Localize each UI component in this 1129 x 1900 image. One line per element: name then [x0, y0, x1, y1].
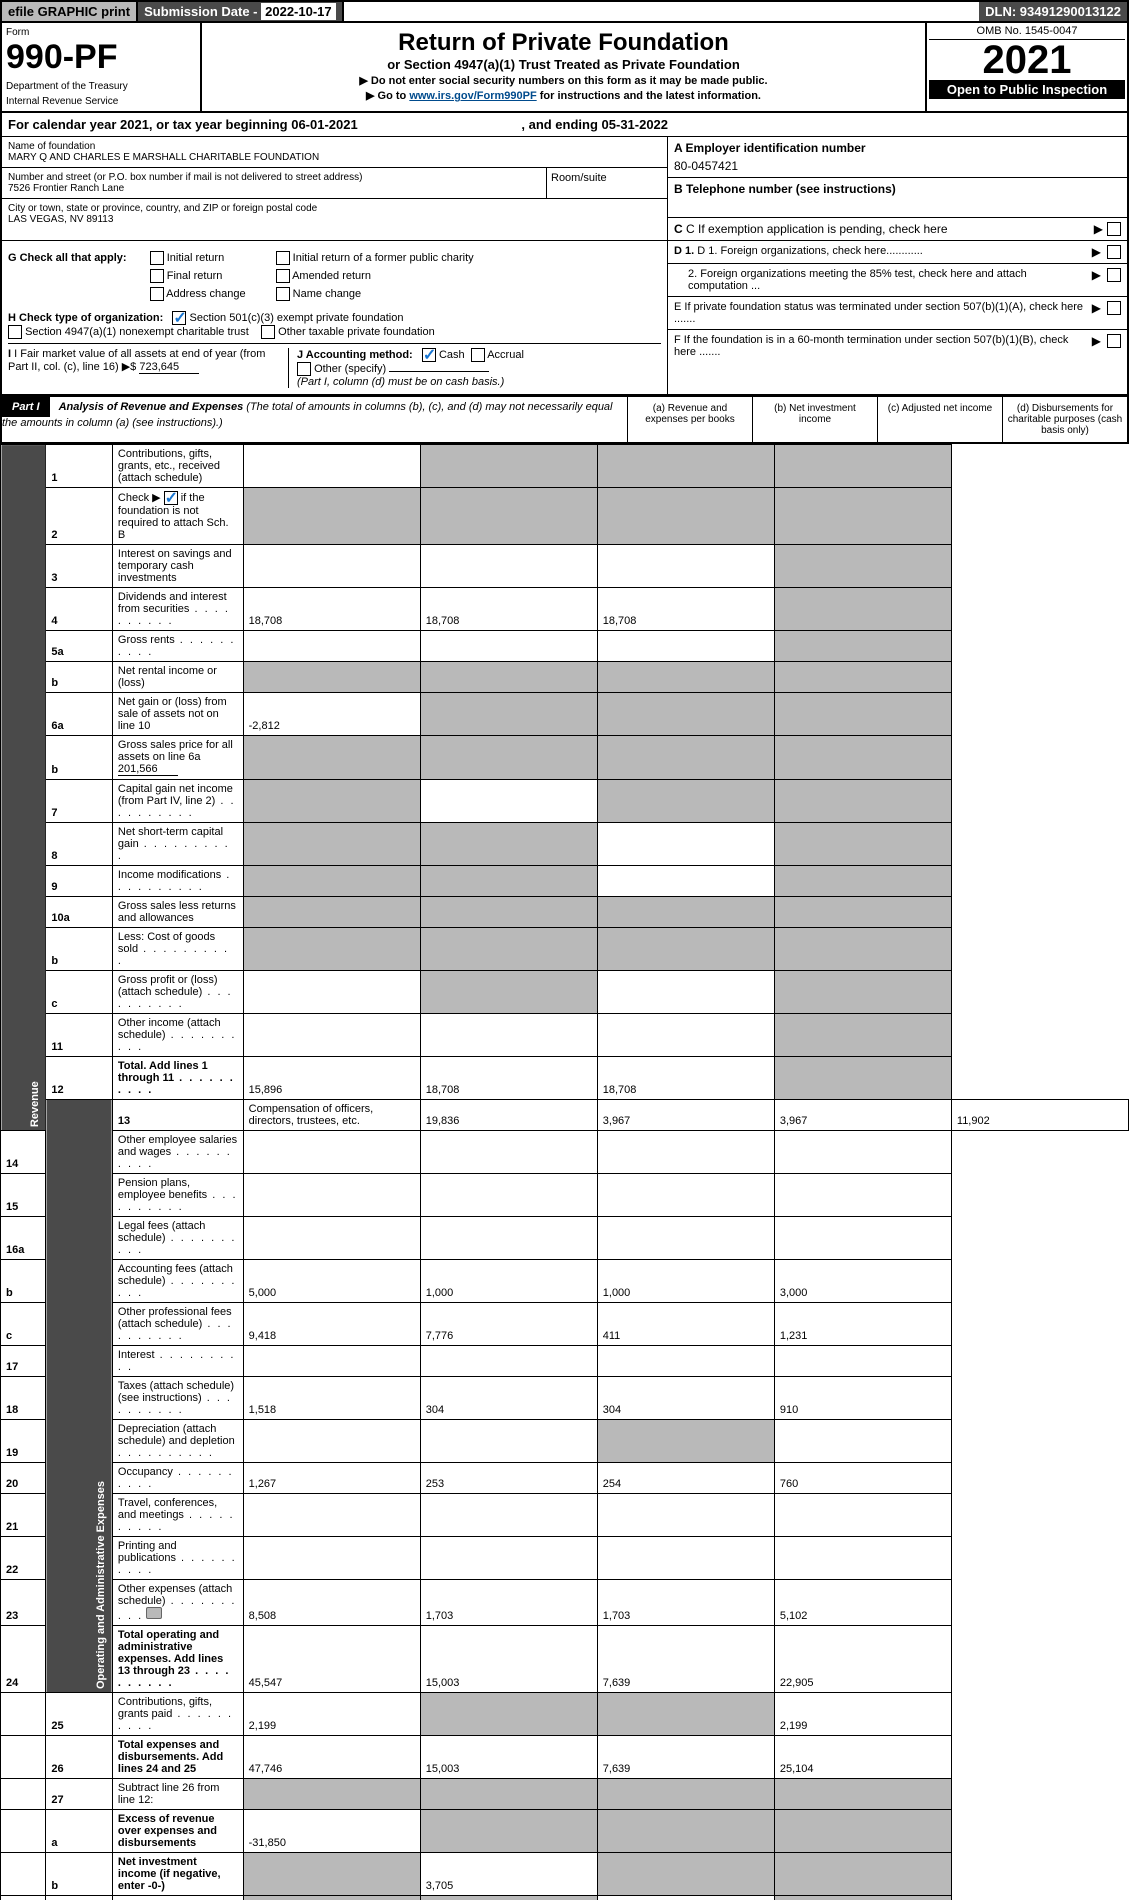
tax-year: 2021	[929, 40, 1125, 80]
section-d1: D 1. D 1. Foreign organizations, check h…	[674, 245, 1086, 257]
irs-link[interactable]: www.irs.gov/Form990PF	[409, 90, 536, 102]
name-label: Name of foundation	[8, 141, 661, 152]
checkbox-f[interactable]	[1107, 334, 1121, 348]
checkbox-d1[interactable]	[1107, 245, 1121, 259]
checkbox-cash[interactable]	[422, 348, 436, 362]
dln: DLN: 93491290013122	[979, 2, 1127, 21]
telephone-label: B Telephone number (see instructions)	[674, 182, 896, 196]
col-d-header: (d) Disbursements for charitable purpose…	[1002, 397, 1127, 442]
city-label: City or town, state or province, country…	[8, 203, 661, 214]
fmv-value: 723,645	[139, 361, 199, 374]
dept-irs: Internal Revenue Service	[6, 96, 196, 107]
instruction-1: ▶ Do not enter social security numbers o…	[208, 74, 919, 87]
section-i-label: I Fair market value of all assets at end…	[8, 348, 265, 373]
checkbox-d2[interactable]	[1107, 268, 1121, 282]
checkbox-c[interactable]	[1107, 222, 1121, 236]
dept-treasury: Department of the Treasury	[6, 81, 196, 92]
checkbox-other-method[interactable]	[297, 362, 311, 376]
checkbox-address-change[interactable]	[150, 287, 164, 301]
city-state-zip: LAS VEGAS, NV 89113	[8, 214, 661, 225]
top-bar: efile GRAPHIC print Submission Date - 20…	[0, 0, 1129, 23]
checkbox-initial-return[interactable]	[150, 251, 164, 265]
form-label: Form	[6, 27, 196, 38]
checkbox-amended-return[interactable]	[276, 269, 290, 283]
section-c: C C If exemption application is pending,…	[674, 222, 1090, 236]
checkbox-final-return[interactable]	[150, 269, 164, 283]
revenue-side-label: Revenue	[1, 445, 46, 1131]
part1-header: Part I Analysis of Revenue and Expenses …	[0, 395, 1129, 444]
instruction-2: ▶ Go to www.irs.gov/Form990PF for instru…	[208, 89, 919, 102]
form-header: Form 990-PF Department of the Treasury I…	[0, 23, 1129, 113]
room-suite-label: Room/suite	[547, 168, 667, 198]
ein-label: A Employer identification number	[674, 141, 866, 155]
checkbox-sch-b[interactable]	[164, 491, 178, 505]
col-b-header: (b) Net investment income	[752, 397, 877, 442]
address-label: Number and street (or P.O. box number if…	[8, 172, 540, 183]
revenue-expense-table: Revenue 1Contributions, gifts, grants, e…	[0, 444, 1129, 1900]
schedule-icon[interactable]	[146, 1607, 162, 1619]
submission-date: Submission Date - 2022-10-17	[138, 2, 344, 21]
section-h-label: H Check type of organization:	[8, 312, 163, 324]
checkbox-initial-former[interactable]	[276, 251, 290, 265]
address: 7526 Frontier Ranch Lane	[8, 183, 540, 194]
col-c-header: (c) Adjusted net income	[877, 397, 1002, 442]
calendar-year-row: For calendar year 2021, or tax year begi…	[0, 113, 1129, 137]
section-f: F If the foundation is in a 60-month ter…	[674, 334, 1086, 358]
checkbox-4947[interactable]	[8, 325, 22, 339]
foundation-name: MARY Q AND CHARLES E MARSHALL CHARITABLE…	[8, 152, 661, 163]
form-subtitle: or Section 4947(a)(1) Trust Treated as P…	[208, 57, 919, 72]
efile-print-button[interactable]: efile GRAPHIC print	[2, 2, 138, 21]
section-g-label: G Check all that apply:	[8, 252, 127, 264]
col-a-header: (a) Revenue and expenses per books	[627, 397, 752, 442]
check-options-block: G Check all that apply: Initial return F…	[0, 241, 1129, 395]
part1-note: (Part I, column (d) must be on cash basi…	[297, 376, 661, 388]
checkbox-501c3[interactable]	[172, 311, 186, 325]
open-to-public: Open to Public Inspection	[929, 80, 1125, 99]
checkbox-accrual[interactable]	[471, 348, 485, 362]
expenses-side-label: Operating and Administrative Expenses	[46, 1100, 113, 1693]
checkbox-other-taxable[interactable]	[261, 325, 275, 339]
section-e: E If private foundation status was termi…	[674, 301, 1086, 325]
section-j-label: J Accounting method:	[297, 349, 413, 361]
section-d2: 2. Foreign organizations meeting the 85%…	[674, 268, 1086, 292]
form-title: Return of Private Foundation	[208, 29, 919, 57]
checkbox-e[interactable]	[1107, 301, 1121, 315]
form-number: 990-PF	[6, 38, 196, 77]
ein-value: 80-0457421	[674, 159, 738, 173]
identification-block: Name of foundation MARY Q AND CHARLES E …	[0, 137, 1129, 241]
checkbox-name-change[interactable]	[276, 287, 290, 301]
